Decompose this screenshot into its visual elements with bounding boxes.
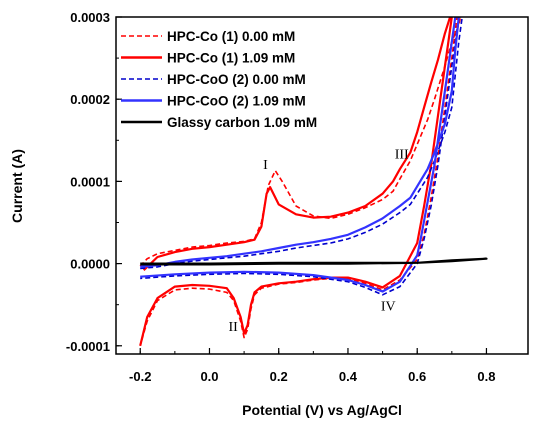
x-tick-label: 0.2 — [270, 369, 288, 384]
legend-label-1: HPC-Co (1) 1.09 mM — [167, 51, 295, 66]
peak-label-3: IV — [381, 299, 396, 314]
x-axis: -0.2 0.0 0.2 0.4 0.6 0.8 — [129, 348, 495, 384]
series-line-2 — [140, 17, 463, 296]
x-axis-title: Potential (V) vs Ag/AgCl — [242, 402, 402, 418]
legend-label-3: HPC-CoO (2) 1.09 mM — [167, 94, 306, 109]
series-line-3 — [140, 17, 460, 293]
y-axis: -0.0001 0.0000 0.0001 0.0002 0.0003 — [66, 10, 122, 354]
series-line-4 — [140, 257, 488, 266]
legend-label-2: HPC-CoO (2) 0.00 mM — [167, 72, 306, 87]
x-tick-label: 0.8 — [477, 369, 495, 384]
x-tick-label: 0.0 — [200, 369, 218, 384]
series-layer — [139, 17, 488, 347]
peak-label-1: II — [229, 320, 239, 335]
x-tick-label: 0.4 — [339, 369, 358, 384]
legend: HPC-Co (1) 0.00 mM HPC-Co (1) 1.09 mM HPC-… — [121, 29, 317, 130]
legend-label-0: HPC-Co (1) 0.00 mM — [167, 29, 295, 44]
series-line-1 — [139, 17, 453, 347]
x-tick-label: -0.2 — [129, 369, 151, 384]
y-tick-label: 0.0003 — [70, 10, 110, 25]
y-axis-title: Current (A) — [9, 149, 25, 223]
y-tick-label: 0.0000 — [70, 257, 110, 272]
peak-label-0: I — [263, 158, 268, 173]
y-tick-label: 0.0001 — [70, 174, 110, 189]
legend-label-4: Glassy carbon 1.09 mM — [167, 115, 317, 130]
series-line-0 — [139, 17, 462, 347]
plot-frame — [115, 16, 529, 355]
peak-label-2: III — [395, 147, 409, 162]
y-tick-label: 0.0002 — [70, 92, 110, 107]
y-tick-label: -0.0001 — [66, 339, 110, 354]
x-tick-label: 0.6 — [408, 369, 426, 384]
